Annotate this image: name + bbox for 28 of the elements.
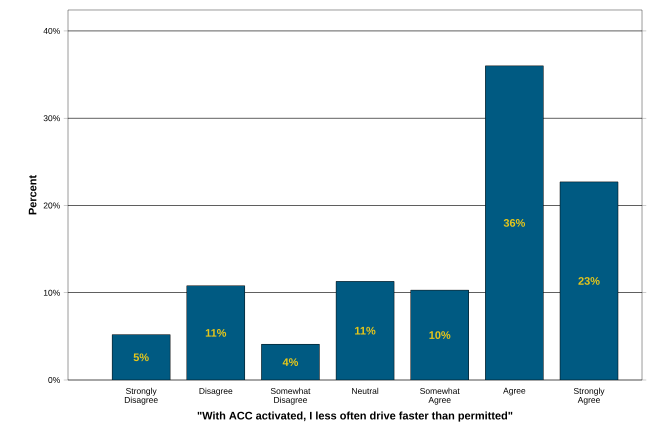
x-tick-label: Strongly Agree (574, 388, 605, 405)
bar (112, 334, 170, 380)
y-tick-label: 10% (44, 290, 60, 296)
y-tick-label: 30% (44, 115, 60, 122)
data-label: 10% (429, 331, 450, 339)
data-label: 5% (134, 353, 149, 362)
data-label: 36% (504, 219, 526, 227)
bar (261, 344, 320, 380)
data-label: 11% (355, 326, 376, 335)
y-tick-label: 40% (43, 28, 60, 34)
bar (186, 286, 246, 380)
bar (560, 182, 618, 380)
y-axis-title: Percent (28, 175, 36, 214)
x-tick-label: Agree (503, 388, 526, 396)
x-tick-label: Strongly Disagree (124, 388, 158, 405)
y-tick-label: 20% (44, 202, 60, 208)
x-tick-label: Neutral (352, 388, 378, 394)
data-label: 23% (578, 277, 600, 285)
x-tick-label: Somewhat Disagree (270, 388, 310, 405)
x-tick-label: Disagree (200, 388, 232, 396)
bar (410, 290, 469, 380)
x-tick-label: Somewhat Agree (420, 388, 460, 405)
data-label: 11% (206, 329, 226, 337)
data-label: 4% (282, 358, 298, 366)
bar (485, 66, 544, 380)
bar (336, 281, 394, 380)
y-tick-label: 0% (48, 377, 60, 383)
x-axis-title: "With ACC activated, I less often drive faster than permitted" (198, 411, 512, 422)
